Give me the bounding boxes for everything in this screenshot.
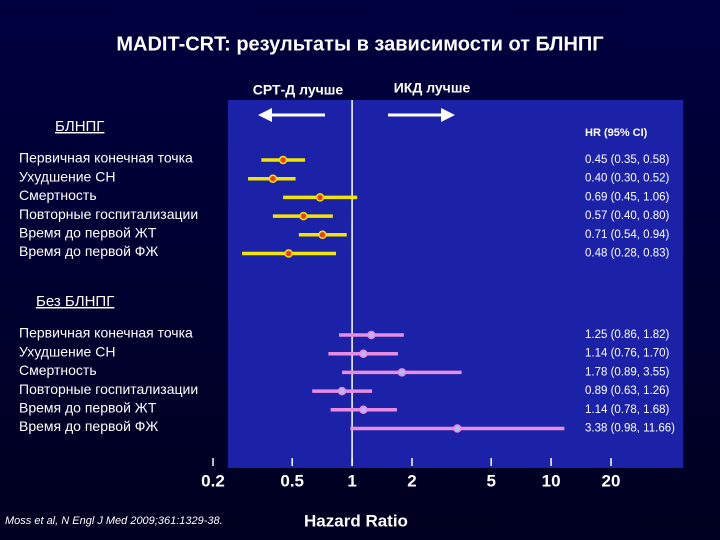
direction-arrows xyxy=(258,108,455,122)
hr-point xyxy=(367,330,376,340)
ci-label: 0.89 (0.63, 1.26) xyxy=(585,385,670,397)
group-label: Без БЛНПГ xyxy=(36,293,114,310)
annotation: СРТ-Д лучше xyxy=(253,82,344,98)
row-label: Первичная конечная точка xyxy=(19,150,193,166)
row-label: Первичная конечная точка xyxy=(19,325,193,341)
hr-point xyxy=(315,193,325,202)
x-tick-label: 5 xyxy=(486,471,495,490)
chart-title: MADIT-CRT: результаты в зависимости от Б… xyxy=(116,33,603,55)
ci-label: 0.69 (0.45, 1.06) xyxy=(585,191,670,203)
row-label: Время до первой ФЖ xyxy=(19,418,158,434)
x-tick-label: 1 xyxy=(347,471,356,490)
x-tick-label: 10 xyxy=(542,471,561,490)
row-label: Повторные госпитализации xyxy=(19,381,198,397)
row-label: Повторные госпитализации xyxy=(19,206,198,222)
row-label: Ухудшение СН xyxy=(19,343,115,359)
ci-label: 0.45 (0.35, 0.58) xyxy=(585,154,670,166)
hr-point xyxy=(337,386,347,396)
row-label: Время до первой ЖТ xyxy=(19,225,157,241)
x-axis-title: Hazard Ratio xyxy=(304,511,408,530)
ci-label: 0.48 (0.28, 0.83) xyxy=(585,248,670,260)
source: Moss et al, N Engl J Med 2009;361:1329-3… xyxy=(5,515,223,527)
hr-point xyxy=(359,405,368,415)
row-label: Время до первой ЖТ xyxy=(19,400,157,416)
hr-point xyxy=(278,155,288,165)
x-tick-label: 0.5 xyxy=(280,471,304,490)
ci-label: 1.78 (0.89, 3.55) xyxy=(585,366,670,378)
ci-label: 1.25 (0.86, 1.82) xyxy=(585,329,670,341)
x-tick-label: 0.2 xyxy=(201,471,225,490)
row-label: Время до первой ФЖ xyxy=(19,243,158,259)
ci-label: 0.57 (0.40, 0.80) xyxy=(585,210,670,222)
row-label: Смертность xyxy=(19,362,97,378)
hr-point xyxy=(397,368,407,377)
hr-point xyxy=(284,249,293,258)
hr-point xyxy=(359,349,368,358)
row-label: Смертность xyxy=(19,187,97,203)
ci-label: 1.14 (0.78, 1.68) xyxy=(585,404,670,416)
hr-point xyxy=(453,424,462,433)
x-tick-label: 20 xyxy=(602,471,621,490)
row-label: Ухудшение СН xyxy=(19,168,115,184)
group-label: БЛНПГ xyxy=(55,118,104,135)
ci-label: 0.71 (0.54, 0.94) xyxy=(585,229,670,241)
ci-label: 1.14 (0.76, 1.70) xyxy=(585,348,670,360)
x-tick-label: 2 xyxy=(407,471,416,490)
ci-label: 3.38 (0.98, 11.66) xyxy=(585,423,675,435)
ci-header: HR (95% CI) xyxy=(585,127,648,139)
hr-point xyxy=(318,230,327,240)
ci-label: 0.40 (0.30, 0.52) xyxy=(585,173,670,185)
hr-point xyxy=(268,174,278,183)
annotation: ИКД лучше xyxy=(394,80,471,96)
hr-point xyxy=(299,211,308,221)
